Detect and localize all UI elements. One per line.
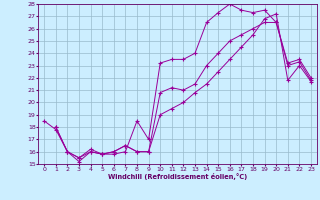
X-axis label: Windchill (Refroidissement éolien,°C): Windchill (Refroidissement éolien,°C) — [108, 173, 247, 180]
